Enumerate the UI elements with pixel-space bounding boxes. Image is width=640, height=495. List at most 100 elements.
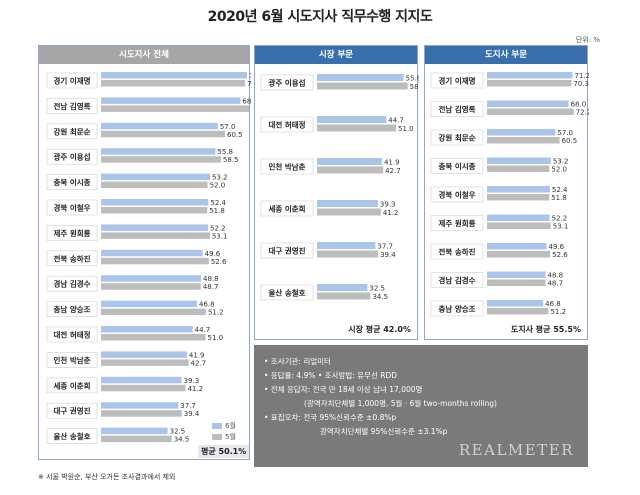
bar-may [101,156,221,163]
category-label: 경북 이철우 [438,190,475,200]
chart-title: 2020년 6월 시도지사 직무수행 지지도 [207,9,433,25]
category-label: 경기 이재명 [53,76,90,86]
bar-june [487,300,544,307]
bar-group: 제주 원희룡 52.253.1 [430,214,569,231]
bar-june [487,243,547,250]
value-label-may: 53.1 [553,223,569,231]
bar-group: 경북 이철우 52.451.8 [430,186,568,203]
bar-group: 광주 이용섭 55.858.5 [46,148,239,165]
bar-june [317,158,382,165]
bar-may [101,334,206,341]
bar-group: 대구 권영진 37.739.4 [46,402,200,419]
category-label: 경남 김경수 [53,279,90,289]
category-label-box [46,123,98,140]
brand-logo: REALMETER [458,441,574,459]
value-label-may: 58.5 [223,156,239,164]
value-label-june: 39.3 [380,201,396,209]
value-label-june: 44.7 [388,117,404,125]
value-label-june: 52.2 [210,224,226,232]
bar-june [101,326,193,333]
category-label: 제주 원희룡 [53,228,90,238]
category-label-box [46,225,98,241]
bar-june [101,122,218,130]
value-label-june: 46.8 [545,300,561,308]
bar-group: 대구 권영진 37.739.4 [260,242,396,259]
bar-june [101,427,168,435]
info-line-agency: • 조사기관: 리얼미터 [264,357,331,366]
bar-may [487,137,560,144]
bar-may [487,279,546,286]
bar-june [101,97,241,104]
value-label-june: 41.9 [384,159,400,167]
category-label: 전남 김영록 [438,104,475,114]
unit-label: 단위: % [575,36,600,44]
category-label-box [46,72,98,89]
bar-group: 강원 최문순 57.060.5 [430,129,578,146]
bar-may [487,308,549,315]
category-label-box [46,352,98,368]
value-label-may: 41.2 [383,209,399,217]
bar-may [101,283,201,290]
category-label-box [260,116,314,133]
category-label-box [430,272,484,288]
bar-june [101,249,203,257]
bar-group: 충남 양승조 46.851.2 [430,300,566,317]
bar-group: 경남 김경수 48.848.7 [430,271,563,288]
value-label-may: 60.5 [562,137,578,145]
category-label-box [46,98,98,114]
value-label-june: 68.0 [242,97,251,105]
value-label-may: 51.2 [550,308,566,316]
bar-group: 경기 이재명 71.270.3 [46,72,251,89]
bar-may [317,250,379,258]
panel-header-governors: 도지사 부문 [425,46,587,64]
value-label-june: 57.0 [557,129,573,137]
category-label: 광주 이용섭 [268,78,305,88]
bar-june [101,300,197,308]
bar-may [487,108,574,115]
category-label-box [430,158,484,174]
bar-group: 울산 송철호 32.534.5 [46,427,189,444]
category-label-box [46,301,98,317]
category-label: 전북 송하진 [438,247,475,257]
value-label-june: 55.8 [405,75,419,83]
value-label-may: 34.5 [372,293,388,301]
bar-june [317,200,378,207]
value-label-may: 39.4 [380,251,396,259]
value-label-may: 52.6 [552,251,568,259]
legend: 6월 5월 [212,420,236,442]
bar-june [487,271,546,278]
bar-may [101,232,210,239]
value-label-june: 55.8 [217,148,233,156]
value-label-june: 52.4 [552,186,568,194]
bar-group: 경남 김경수 48.848.7 [46,275,219,292]
value-label-june: 49.6 [205,250,221,258]
bar-may [101,80,246,87]
bar-may [487,251,551,258]
value-label-june: 48.8 [203,275,219,283]
bar-may [317,124,397,132]
category-label-box [260,158,314,175]
mayor-average: 시장 평균 42.0% [348,325,411,334]
bar-june [101,376,182,384]
bar-group: 광주 이용섭 55.858.5 [260,74,419,91]
bar-may [487,80,572,87]
bar-may [101,130,226,138]
bar-june [487,186,550,193]
info-line-sample-detail: (광역자치단체별 1,000명, 5월 · 6월 two-months roll… [304,399,497,408]
value-label-may: 48.7 [203,283,219,291]
value-label-june: 44.7 [195,326,211,334]
value-label-june: 71.2 [574,72,589,80]
value-label-may: 70.3 [247,80,251,88]
bar-group: 인천 박남춘 41.942.7 [260,158,401,175]
value-label-june: 52.2 [552,215,568,223]
value-label-may: 51.2 [208,309,224,317]
bar-june [101,224,209,231]
bar-group: 전남 김영록 68.072.2 [430,100,589,117]
panel-header-all: 시도지사 전체 [39,46,249,64]
bar-group: 충남 양승조 46.851.2 [46,300,224,317]
bar-june [487,214,550,221]
category-label-box [46,250,98,267]
bar-june [487,157,551,164]
category-label: 경기 이재명 [438,76,475,86]
